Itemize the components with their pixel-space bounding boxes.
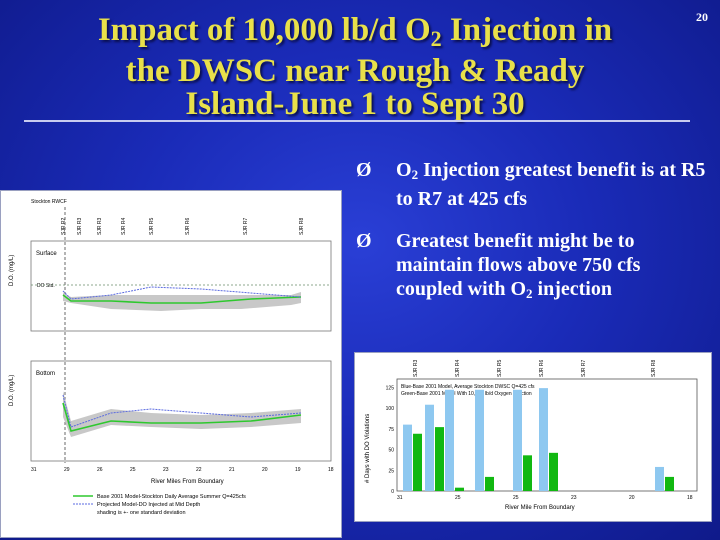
station-label: SJR R7 [243, 218, 249, 235]
bar-x-tick-label: 20 [629, 495, 635, 501]
legend-line-3: shading is +- one standard deviation [97, 510, 186, 516]
do-std-label: DO Std. [37, 283, 55, 289]
station-label: SJR R2 [61, 218, 67, 235]
station-label: SJR R6 [185, 218, 191, 235]
bottom-green-line [62, 402, 302, 432]
bar-x-tick-label: 23 [571, 495, 577, 501]
slide-number: 20 [696, 10, 708, 24]
bar-legend-2: Green-Base 2001 Model With 10,000 lb/d O… [401, 391, 532, 397]
y-tick-label: 25 [388, 468, 394, 474]
x-tick-label: 22 [196, 467, 202, 473]
bar-ylabel: # Days with DO Violations [365, 414, 371, 483]
title-divider [24, 120, 690, 122]
bar-green [413, 433, 422, 491]
station-label: SJR R5 [149, 218, 155, 235]
bar-station-label: SJR R3 [413, 360, 419, 377]
bottom-label: Bottom [36, 371, 55, 377]
bullet-item: Ø Greatest benefit might be to maintain … [356, 230, 641, 301]
y-tick-label: 0 [391, 489, 394, 495]
bar-green [665, 476, 674, 491]
bar-station-label: SJR R4 [455, 360, 461, 377]
bar-x-tick-label: 25 [513, 495, 519, 501]
ylabel-top: D.O. (mg/L) [9, 255, 15, 286]
bar-green [435, 427, 444, 491]
y-tick-label: 75 [388, 427, 394, 433]
title-line-1: Impact of 10,000 lb/d O2 Injection in [97, 12, 613, 52]
x-tick-label: 29 [64, 467, 70, 473]
arrow-bullet-icon: Ø [356, 230, 372, 252]
bar-x-tick-label: 18 [687, 495, 693, 501]
x-tick-label: 25 [130, 467, 136, 473]
bullet-list: Ø O2 Injection greatest benefit is at R5… [354, 158, 710, 324]
bar-blue [445, 389, 454, 491]
station-label: SJR R3 [97, 218, 103, 235]
bar-station-label: SJR R8 [651, 360, 657, 377]
bar-xlabel: River Mile From Boundary [505, 505, 575, 511]
surface-label: Surface [36, 251, 57, 257]
surface-blue-line [62, 286, 302, 300]
bar-blue [403, 424, 412, 491]
y-tick-label: 125 [386, 385, 395, 391]
violation-bar-chart: 125 100 75 50 25 0 # Days with DO Violations Bl… [354, 352, 712, 522]
station-label: SJR R4 [121, 218, 127, 235]
title-line-2: the DWSC near Rough & Ready [125, 53, 585, 89]
bar-blue [513, 389, 522, 491]
bar-blue [655, 466, 664, 491]
ylabel-bottom: D.O. (mg/L) [9, 375, 15, 406]
do-profile-figure: SJR R2 SJR R3 SJR R3 SJR R4 SJR R5 SJR R6 SJR … [0, 190, 342, 538]
surface-panel-frame [30, 240, 332, 332]
bar-station-label: SJR R7 [581, 360, 587, 377]
bullet-item: Ø O2 Injection greatest benefit is at R5… [356, 159, 706, 210]
station-label: SJR R3 [77, 218, 83, 235]
bar-blue [475, 389, 484, 491]
bar-blue [425, 404, 434, 491]
bar-green [455, 487, 464, 491]
x-tick-label: 20 [262, 467, 268, 473]
bar-green [485, 476, 494, 491]
bottom-blue-line [62, 394, 302, 428]
bar-green [549, 452, 558, 491]
bottom-panel-frame [30, 360, 332, 462]
bar-x-tick-label: 25 [455, 495, 461, 501]
bar-green [523, 455, 532, 491]
station-label: SJR R8 [299, 218, 305, 235]
do-profile-svg: SJR R2 SJR R3 SJR R3 SJR R4 SJR R5 SJR R6 SJR … [9, 199, 334, 516]
bar-station-label: SJR R5 [497, 360, 503, 377]
legend-line-2: Projected Model-DO Injected at Mid Depth [97, 502, 200, 508]
bar-legend-1: Blue-Base 2001 Model, Average Stockton D… [401, 384, 535, 390]
legend-line-1: Base 2001 Model-Stockton Daily Average S… [97, 494, 246, 500]
x-tick-label: 23 [163, 467, 169, 473]
surface-shading [63, 292, 301, 311]
arrow-bullet-icon: Ø [356, 159, 372, 181]
bottom-shading [63, 391, 301, 437]
bar-chart-svg: 125 100 75 50 25 0 # Days with DO Violations Bl… [365, 360, 698, 511]
stockton-label: Stockton RWCF [31, 199, 67, 205]
title-line-3: Island-June 1 to Sept 30 [185, 86, 525, 122]
y-tick-label: 100 [386, 406, 395, 412]
x-tick-label: 18 [328, 467, 334, 473]
x-tick-label: 31 [31, 467, 37, 473]
bar-x-tick-label: 31 [397, 495, 403, 501]
slide-title: Impact of 10,000 lb/d O2 Injection in th… [20, 14, 690, 121]
y-tick-label: 50 [388, 448, 394, 454]
bar-station-label: SJR R6 [539, 360, 545, 377]
left-xlabel: River Miles From Boundary [151, 479, 224, 485]
x-tick-label: 21 [229, 467, 235, 473]
x-tick-label: 19 [295, 467, 301, 473]
bar-blue [539, 388, 548, 491]
x-tick-label: 26 [97, 467, 103, 473]
surface-green-line [62, 294, 302, 304]
